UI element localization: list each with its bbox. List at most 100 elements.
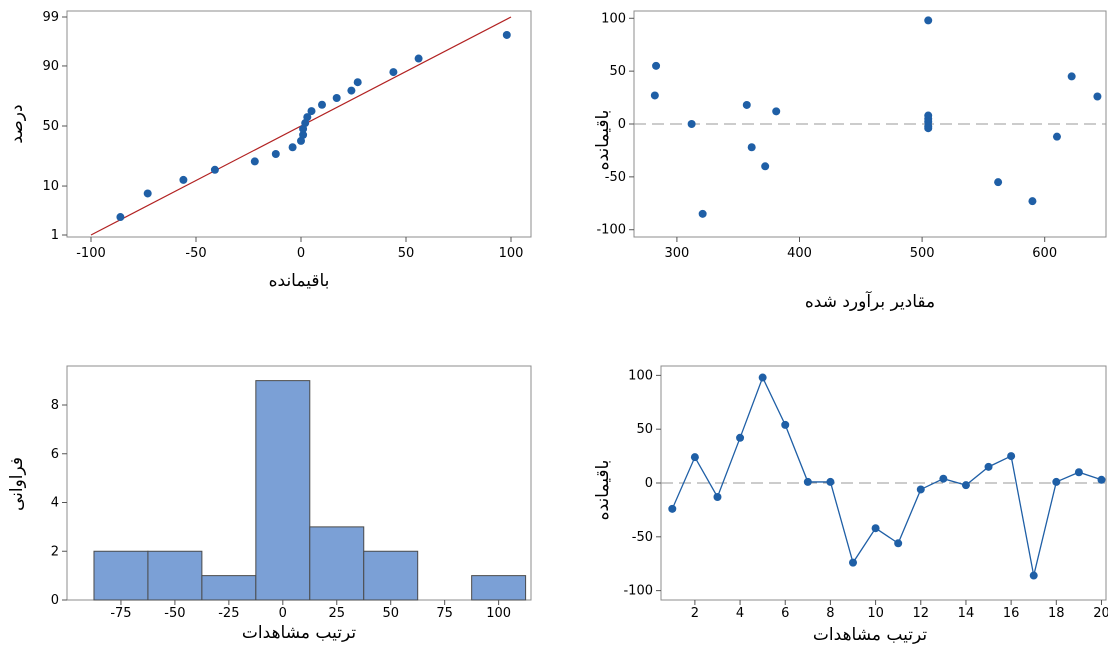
x-tick-label: 50 [382,606,399,621]
x-tick-label: 2 [691,606,699,621]
normal-probability-panel: باقیمانده درصد -100 -50 0 50 100 1 10 50 90 99 [7,10,532,291]
y-axis-label: فراوانی [7,457,27,511]
data-point [179,175,188,184]
x-tick-label: 25 [328,606,345,621]
histogram-bar [201,575,257,601]
data-point [939,474,948,483]
data-point [690,453,699,462]
x-tick-label: 75 [436,606,453,621]
data-point [318,100,326,109]
y-tick-label: 2 [51,544,59,559]
y-tick-label: 4 [51,496,59,511]
y-tick-label: 90 [42,59,59,74]
data-point [871,524,880,533]
data-point [116,213,125,222]
data-point [742,100,751,109]
x-tick-label: 10 [867,606,884,621]
x-tick-label: 100 [486,606,511,621]
x-axis-label: ترتیب مشاهدات [813,625,927,645]
x-tick-label: 12 [912,606,929,621]
data-point [271,150,280,159]
x-tick-label: 4 [736,606,744,621]
data-point [288,143,297,152]
x-tick-label: 600 [1032,246,1057,261]
y-tick-label: 50 [609,64,626,79]
y-tick-label: 50 [636,422,653,437]
data-point [307,107,316,116]
data-point [781,420,790,429]
y-tick-label: 0 [645,476,653,491]
data-point [1067,72,1076,81]
y-tick-label: 1 [51,228,59,243]
y-tick-label: -50 [605,170,626,185]
data-point [961,481,970,490]
y-tick-label: 0 [51,593,59,608]
data-point [1093,92,1102,101]
x-tick-label: 100 [499,246,524,261]
data-point [1052,477,1061,486]
y-tick-label: 6 [51,447,59,462]
y-tick-label: 10 [42,179,59,194]
data-point [747,143,756,152]
data-point [353,78,362,87]
residuals-vs-fits-panel: مقادیر برآورد شده باقیمانده 300 400 500 600… [593,10,1107,312]
data-point [414,54,423,63]
x-tick-label: -100 [76,246,106,261]
data-point [736,433,745,442]
data-point [650,91,659,100]
x-tick-label: 0 [279,606,287,621]
data-point [924,124,933,133]
data-point [250,157,259,166]
x-tick-label: 0 [297,246,305,261]
data-point [1029,571,1038,580]
x-tick-label: -75 [110,606,131,621]
data-point [668,504,677,513]
y-axis-label: باقیمانده [593,110,613,171]
y-tick-label: -100 [596,223,626,238]
x-tick-label: 14 [958,606,975,621]
y-tick-label: 50 [42,119,59,134]
histogram-panel: ترتیب مشاهدات فراوانی -75 -50 -25 0 25 50 75 10… [7,365,532,643]
y-tick-label: 99 [42,10,59,25]
data-point [758,373,767,382]
histogram-bar [363,550,419,601]
data-point [1074,468,1083,477]
data-point [1097,475,1106,484]
data-point [299,130,308,139]
data-point [916,485,925,494]
histogram-bar [93,550,149,601]
x-axis-label: باقیمانده [269,271,330,291]
data-point [698,209,707,218]
x-tick-label: 18 [1048,606,1065,621]
data-point [849,558,858,567]
data-point [143,189,152,198]
data-point [652,61,661,70]
x-tick-label: 6 [781,606,789,621]
data-point [687,120,696,128]
data-point [826,477,835,486]
data-point [297,136,305,145]
plot-frame [66,10,532,238]
data-point [924,16,933,25]
x-axis-label: مقادیر برآورد شده [805,290,935,312]
histogram-bar [309,526,365,601]
data-point [894,539,903,548]
x-tick-label: -50 [164,606,185,621]
data-point [1052,132,1061,141]
data-point [389,68,398,77]
data-point [332,93,341,102]
data-point [761,162,770,171]
data-point [347,86,356,95]
x-tick-label: -50 [185,246,206,261]
x-tick-label: 16 [1003,606,1020,621]
data-point [502,30,511,39]
data-point [772,107,781,116]
y-tick-label: 0 [618,117,626,132]
histogram-bar [147,550,203,601]
y-tick-label: -50 [632,530,653,545]
data-point [1028,197,1037,206]
data-point [984,462,993,471]
histogram-bar [255,380,311,601]
x-tick-label: 20 [1093,606,1108,621]
